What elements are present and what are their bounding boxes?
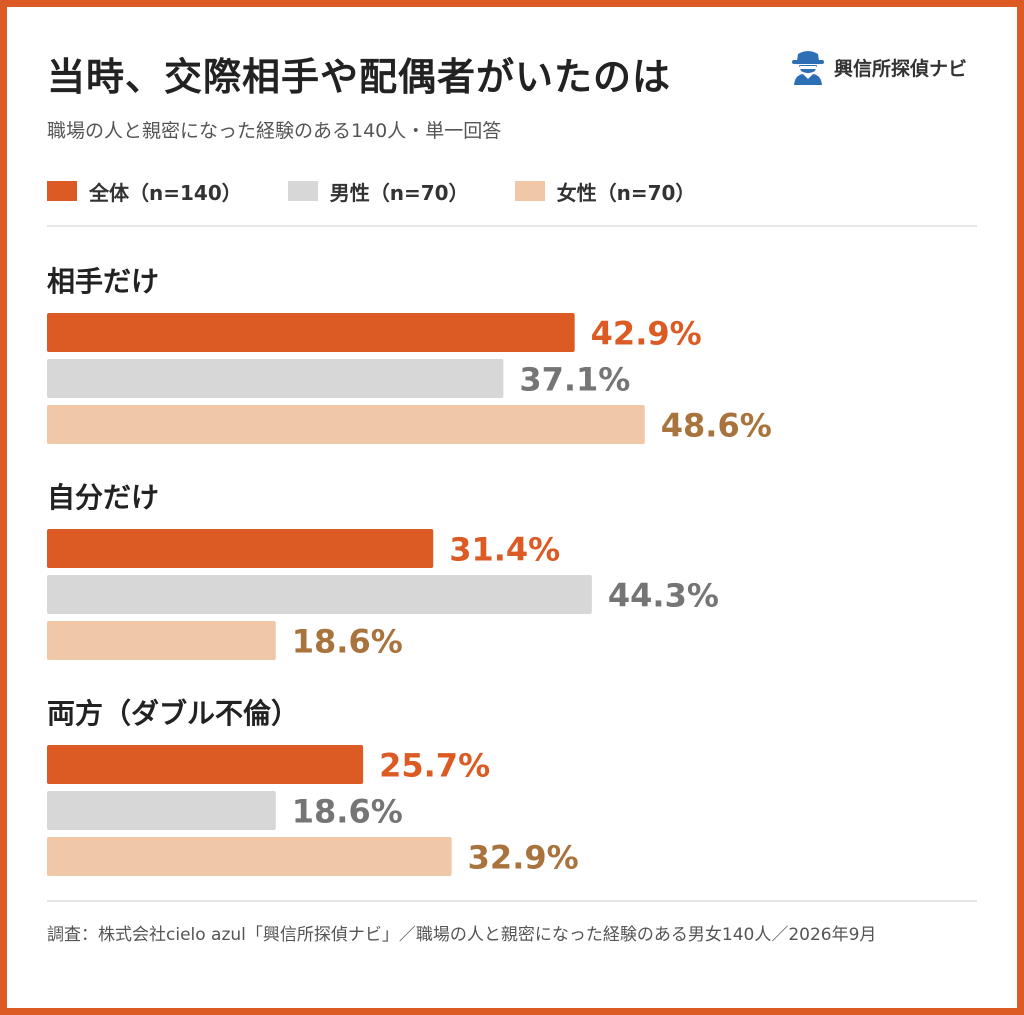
data-label-female: 48.6% [661,407,772,445]
legend-swatch-all [47,181,77,201]
bar-male [47,359,504,398]
chart-subtitle: 職場の人と親密になった経験のある140人・単一回答 [47,120,502,142]
legend-label-female: 女性（n=70） [556,180,696,205]
chart-title: 当時、交際相手や配偶者がいたのは [47,55,672,99]
data-label-male: 18.6% [292,793,403,831]
brand-logo: 興信所探偵ナビ [790,46,967,88]
data-label-all: 25.7% [379,747,490,785]
data-label-male: 44.3% [608,577,719,615]
category-label: 相手だけ [47,265,159,298]
brand-name: 興信所探偵ナビ [834,57,968,80]
legend-swatch-male [287,181,318,201]
data-label-male: 37.1% [519,361,630,399]
detective-icon [792,51,824,85]
legend-label-male: 男性（n=70） [329,180,469,205]
legend: 全体（n=140） 男性（n=70） 女性（n=70） [47,176,741,206]
legend-swatch-female [514,181,545,201]
legend-item-female: 女性（n=70） [514,177,696,206]
legend-label-all: 全体（n=140） [89,180,242,205]
divider-top [47,225,977,227]
bar-male [47,791,276,830]
data-label-all: 42.9% [591,315,702,353]
bar-female [47,405,645,444]
divider-bottom [47,900,977,902]
bar-chart: 相手だけ 42.9% 37.1% 48.6% 自分だけ 31.4% 44.3% 18.6% 両方… [47,265,772,877]
bar-all [47,529,434,568]
data-label-all: 31.4% [449,531,560,569]
category-label: 自分だけ [47,481,159,514]
bar-female [47,837,452,876]
legend-item-all: 全体（n=140） [47,177,242,206]
bar-all [47,745,364,784]
legend-item-male: 男性（n=70） [287,177,469,206]
footer-source: 調査：株式会社cielo azul「興信所探偵ナビ」／職場の人と親密になった経験… [47,925,877,945]
category-label: 両方（ダブル不倫） [47,697,299,730]
data-label-female: 32.9% [468,839,579,877]
bar-all [47,313,575,352]
data-label-female: 18.6% [292,623,403,661]
bar-female [47,621,276,660]
bar-male [47,575,592,614]
